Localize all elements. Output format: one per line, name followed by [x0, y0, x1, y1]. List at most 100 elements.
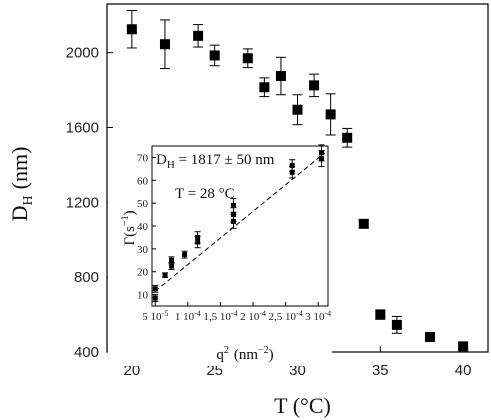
inset-square-marker	[318, 150, 324, 156]
y-tick-label: 2000	[66, 45, 99, 62]
data-point	[309, 73, 320, 98]
inset-data-point	[181, 250, 188, 259]
inset-square-marker	[182, 252, 188, 258]
y-axis-title-main: D	[7, 206, 32, 222]
y-axis-title: DH (nm)	[7, 147, 36, 222]
data-point	[209, 44, 220, 67]
inset-x-title-unit-close: )	[269, 347, 274, 363]
inset-chart: 5 10-5 1 10-4 1,5 10-4 2 10-4 2,5 10-4 3 10-4…	[108, 140, 332, 366]
data-point	[292, 94, 303, 126]
inset-data-point	[152, 294, 159, 302]
square-marker	[292, 104, 303, 115]
inset-data-points	[152, 144, 325, 302]
square-marker	[126, 24, 137, 35]
inset-y-tick-label: 60	[137, 175, 149, 187]
inset-data-point	[318, 144, 325, 162]
square-marker	[275, 71, 286, 82]
x-tick-label: 35	[372, 362, 389, 379]
y-tick-label: 800	[74, 269, 99, 286]
data-point	[159, 19, 170, 70]
main-data-points	[126, 10, 469, 352]
inset-x-tick-label: 2,5 10-4	[269, 309, 303, 323]
inset-y-title-unit-exponent: −1	[120, 215, 131, 226]
inset-x-tick-label: 5 10-5	[142, 309, 168, 323]
inset-square-marker	[195, 234, 201, 240]
square-marker	[375, 309, 386, 320]
inset-data-point	[152, 284, 159, 293]
inset-square-marker	[289, 169, 295, 175]
square-marker	[358, 218, 369, 229]
inset-y-tick-label: 20	[137, 267, 149, 279]
annotation-dh-main: D	[156, 152, 167, 168]
square-marker	[259, 82, 270, 93]
inset-data-point	[230, 198, 237, 213]
inset-y-title-unit-close: )	[122, 210, 138, 215]
inset-x-title-unit-exponent: −2	[258, 345, 269, 356]
inset-square-marker	[152, 295, 158, 301]
annotation-dh-subscript: H	[167, 159, 175, 171]
inset-y-tick-label: 70	[137, 152, 149, 164]
main-y-ticks: 400 800 1200 1600 2000	[66, 45, 113, 361]
y-tick-label: 1200	[66, 194, 99, 211]
square-marker	[325, 109, 336, 120]
data-point	[425, 332, 436, 343]
inset-x-title-main: q	[216, 347, 224, 363]
data-point	[126, 10, 137, 49]
inset-y-tick-label: 50	[137, 198, 149, 210]
y-axis-title-subscript: H	[21, 195, 36, 205]
data-point	[325, 93, 336, 136]
data-point	[358, 218, 369, 229]
inset-y-axis-title: Γ(s−1)	[120, 210, 138, 245]
y-axis-title-unit: (nm)	[7, 147, 32, 190]
inset-data-point	[194, 231, 201, 244]
inset-square-marker	[289, 162, 295, 168]
data-point	[458, 341, 469, 352]
inset-x-title-unit: (nm	[234, 347, 258, 363]
inset-x-axis-title: q2 (nm−2)	[216, 345, 273, 363]
inset-y-tick-label: 40	[137, 221, 149, 233]
data-point	[193, 24, 204, 48]
inset-data-point	[168, 256, 175, 265]
square-marker	[159, 39, 170, 50]
inset-square-marker	[152, 286, 158, 292]
inset-square-marker	[230, 202, 236, 208]
inset-data-point	[162, 272, 169, 278]
x-axis-title: T (°C)	[274, 393, 331, 418]
data-point	[275, 56, 286, 96]
inset-square-marker	[162, 272, 168, 278]
square-marker	[391, 319, 402, 330]
inset-x-tick-label: 1 10-4	[175, 309, 201, 323]
inset-y-title-unit: (s	[122, 226, 138, 237]
inset-x-ticks: 5 10-5 1 10-4 1,5 10-4 2 10-4 2,5 10-4 3 10-4	[142, 302, 331, 323]
inset-square-marker	[169, 257, 175, 263]
inset-y-tick-label: 30	[137, 244, 149, 256]
x-tick-label: 40	[455, 362, 472, 379]
inset-square-marker	[169, 263, 175, 269]
data-point	[391, 315, 402, 334]
square-marker	[193, 30, 204, 41]
data-point	[342, 127, 353, 148]
inset-y-tick-label: 10	[137, 290, 149, 302]
data-point	[259, 77, 270, 98]
inset-square-marker	[230, 212, 236, 218]
square-marker	[309, 80, 320, 91]
data-point	[375, 309, 386, 320]
x-tick-label: 30	[289, 362, 306, 379]
inset-x-tick-label: 2 10-4	[240, 309, 266, 323]
square-marker	[209, 50, 220, 61]
inset-fit-line	[154, 152, 326, 292]
inset-y-title-main: Γ	[122, 237, 138, 246]
inset-x-tick-label: 1,5 10-4	[203, 309, 237, 323]
square-marker	[458, 341, 469, 352]
square-marker	[242, 53, 253, 64]
data-point	[242, 48, 253, 69]
x-tick-label: 25	[206, 362, 223, 379]
inset-data-point	[289, 159, 296, 172]
inset-annotation-diameter: DH = 1817 ± 50 nm	[156, 152, 275, 171]
annotation-dh-value: = 1817 ± 50 nm	[175, 152, 275, 168]
inset-annotation-temperature: T = 28 °C	[175, 186, 235, 202]
square-marker	[342, 132, 353, 143]
square-marker	[425, 332, 436, 343]
